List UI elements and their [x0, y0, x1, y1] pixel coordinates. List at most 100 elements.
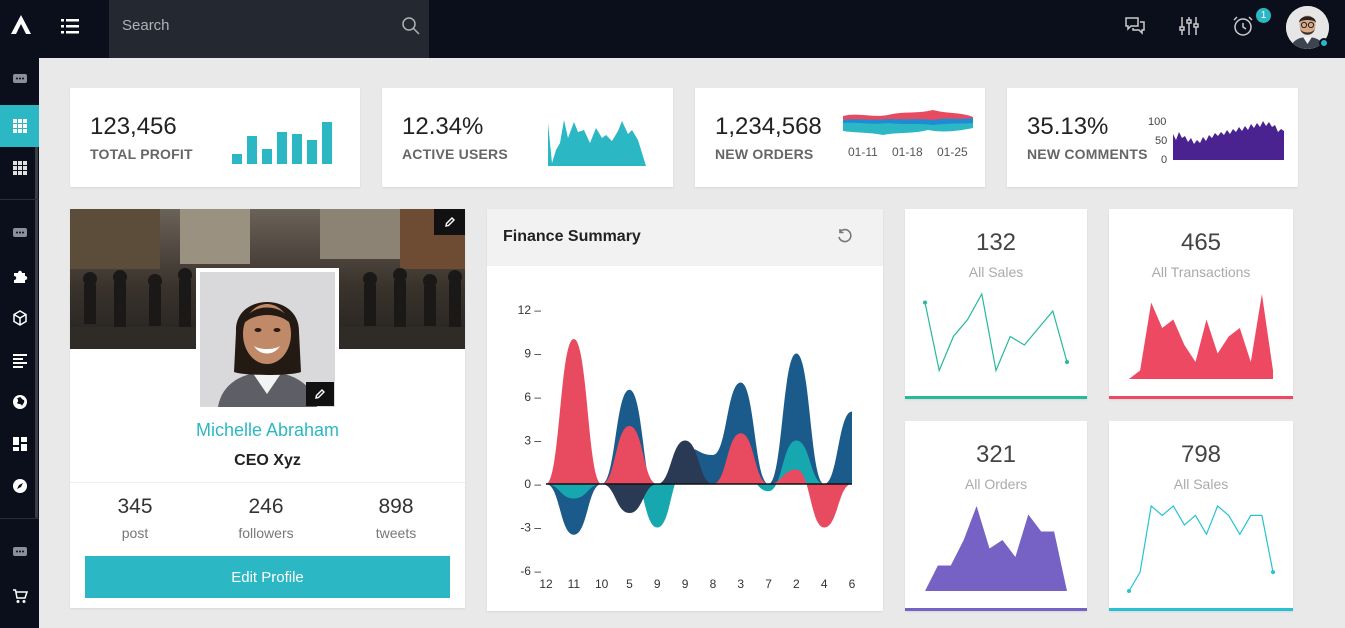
profile-divider	[70, 482, 465, 483]
alarm-clock-icon[interactable]	[1230, 13, 1256, 39]
mini-label: All Sales	[968, 264, 1024, 280]
sidebar-item-documents[interactable]	[0, 339, 39, 381]
spark-area	[1173, 121, 1284, 160]
stat-card-new-orders: 1,234,568 NEW ORDERS 01-11 01-18 01-25	[695, 88, 985, 187]
orders-stream-sparkline	[843, 110, 973, 135]
mini-accent-bar	[1109, 396, 1293, 399]
text-lines-icon	[12, 354, 27, 368]
finance-x-tick: 2	[793, 577, 800, 591]
sidebar-item-messages[interactable]	[0, 58, 39, 100]
active-users-sparkline	[548, 120, 646, 166]
finance-x-tick: 9	[654, 577, 661, 591]
sidebar-item-layouts[interactable]	[0, 423, 39, 465]
apps-icon	[12, 161, 27, 175]
puzzle-icon	[13, 270, 27, 283]
sidebar-item-packages[interactable]	[0, 297, 39, 339]
search-icon[interactable]	[401, 16, 421, 36]
spark-bar	[322, 122, 332, 164]
mini-sparkline	[1129, 294, 1273, 379]
sidebar-item-dashboard[interactable]	[0, 105, 39, 147]
app-logo[interactable]	[8, 12, 34, 38]
finance-title: Finance Summary	[503, 228, 641, 245]
mini-area	[925, 506, 1067, 591]
layout-icon	[12, 437, 27, 451]
finance-x-tick: 10	[595, 577, 609, 591]
finance-x-tick: 6	[849, 577, 856, 591]
finance-y-tick: 12 –	[518, 303, 542, 317]
mini-point	[1271, 570, 1275, 575]
profile-stat-tweets: 898 tweets	[331, 495, 461, 541]
mini-sparkline	[1127, 504, 1275, 593]
mini-accent-bar	[905, 608, 1087, 611]
finance-header: Finance Summary	[487, 209, 883, 266]
profile-stat-label: tweets	[375, 525, 417, 541]
stat-label: NEW COMMENTS	[1027, 146, 1148, 162]
profit-bar-sparkline	[232, 122, 332, 164]
mini-accent-bar	[1109, 608, 1293, 611]
sidebar-item-explore[interactable]	[0, 465, 39, 507]
stat-card-active-users: 12.34% ACTIVE USERS	[382, 88, 673, 187]
notification-badge: 1	[1256, 8, 1271, 23]
sidebar-item-chat[interactable]	[0, 212, 39, 254]
profile-stat-posts: 345 post	[70, 495, 200, 541]
profile-name[interactable]: Michelle Abraham	[195, 420, 340, 440]
finance-y-tick: 3 –	[524, 434, 541, 448]
finance-x-tick: 5	[626, 577, 633, 591]
stream-layer	[843, 122, 973, 135]
finance-y-tick: 0 –	[524, 477, 541, 491]
mini-sparkline	[923, 292, 1069, 373]
stat-value: 35.13%	[1027, 113, 1109, 140]
sidebar-divider	[0, 199, 39, 200]
mini-card-all-sales-2: 798 All Sales	[1109, 421, 1293, 611]
profile-role: CEO Xyz	[234, 452, 301, 469]
mini-sparkline	[925, 506, 1067, 591]
mini-value: 798	[1180, 441, 1222, 468]
refresh-icon[interactable]	[836, 228, 854, 246]
orders-date-label: 01-18	[892, 145, 923, 159]
sidebar-item-apps[interactable]	[0, 147, 39, 189]
sidebar-item-globe[interactable]	[0, 381, 39, 423]
grid-icon	[12, 119, 27, 133]
mini-line	[1128, 504, 1274, 592]
sidebar-scrollbar[interactable]	[35, 118, 38, 518]
message-icon	[12, 547, 27, 556]
mini-area	[1129, 294, 1273, 379]
comments-axis-tick: 100	[1148, 116, 1167, 128]
mini-value: 321	[975, 441, 1017, 468]
finance-area-chart: 12 – 9 – 6 – 3 – 0 – -3 – -6 –12 11 10 5 9 9 8 3 7 2 4 6	[518, 303, 856, 591]
chat-icon[interactable]	[1122, 13, 1148, 39]
stat-label: TOTAL PROFIT	[90, 146, 193, 162]
menu-toggle-icon[interactable]	[58, 14, 84, 40]
spark-bar	[232, 154, 242, 164]
stat-value: 123,456	[90, 113, 177, 140]
mini-accent-bar	[905, 396, 1087, 399]
search-input[interactable]	[109, 0, 399, 50]
edit-profile-button[interactable]: Edit Profile	[85, 556, 450, 598]
profile-stat-label: followers	[238, 525, 294, 541]
finance-y-tick: 9 –	[524, 347, 541, 361]
sidebar-divider	[0, 518, 39, 519]
profile-stat-followers: 246 followers	[201, 495, 331, 541]
sidebar-item-cart[interactable]	[0, 575, 39, 617]
spark-area	[548, 120, 646, 166]
finance-summary-card: Finance Summary 12 – 9 – 6 – 3 – 0 – -3 – -6 –…	[487, 209, 883, 611]
top-bar: 1	[0, 0, 1345, 58]
mini-value: 132	[975, 229, 1017, 256]
stat-label: ACTIVE USERS	[402, 146, 508, 162]
globe-icon	[12, 395, 27, 409]
profile-stat-value: 898	[378, 495, 414, 518]
mini-card-all-transactions: 465 All Transactions	[1109, 209, 1293, 399]
mini-point	[923, 300, 927, 305]
edit-photo-icon[interactable]	[306, 382, 334, 406]
finance-x-tick: 3	[737, 577, 744, 591]
finance-y-tick: 6 –	[524, 390, 541, 404]
sidebar-item-inbox[interactable]	[0, 531, 39, 573]
mini-point	[1127, 589, 1131, 593]
search-box	[109, 0, 429, 58]
profile-stat-value: 345	[117, 495, 153, 518]
message-icon	[12, 74, 27, 83]
sidebar-item-plugins[interactable]	[0, 255, 39, 297]
sliders-icon[interactable]	[1176, 13, 1202, 39]
spark-bar	[277, 132, 287, 164]
edit-cover-icon[interactable]	[434, 209, 465, 235]
